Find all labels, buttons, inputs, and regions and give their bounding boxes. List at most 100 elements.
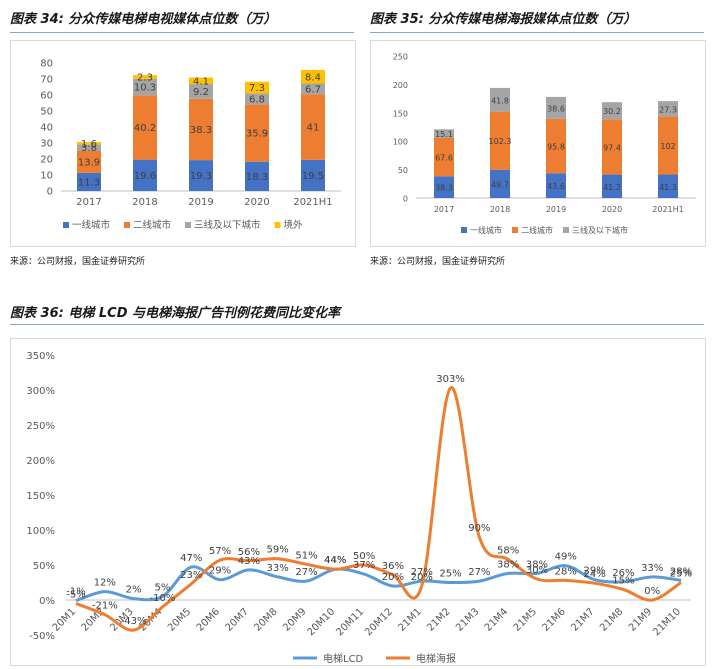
bar-value-label: 15.1: [435, 130, 453, 139]
chart-36-svg: -50% 0% 50% 100% 150% 200% 250% 300% 350% 20M1 20M…: [26, 351, 692, 665]
bar-segment: [658, 116, 678, 175]
data-label: 50%: [353, 551, 375, 562]
bar-segment: [490, 111, 510, 170]
legend-label: 二线城市: [521, 225, 553, 235]
x-tick-label: 21M8: [598, 606, 625, 633]
bar-value-label: 41.3: [659, 183, 677, 192]
bar-value-label: 41: [307, 123, 320, 134]
x-tick-label: 20M7: [224, 606, 251, 633]
bar-segment: [189, 98, 213, 161]
x-tick-label: 2021H1: [293, 197, 332, 208]
legend-label: 一线城市: [72, 219, 111, 231]
x-tick-label: 2020: [244, 197, 269, 208]
y-tick-label: 300%: [26, 386, 55, 397]
bar-value-label: 38.3: [435, 184, 453, 193]
y-tick-label: 200%: [26, 456, 55, 467]
data-label: 47%: [180, 553, 202, 564]
bar-segment: [189, 160, 213, 191]
x-tick-label: 20M11: [334, 606, 366, 638]
data-label: 51%: [295, 550, 317, 561]
bar-segment: [245, 93, 269, 105]
bar-value-label: 30.2: [603, 107, 621, 116]
figure-36-title: 图表 36: 电梯 LCD 与电梯海报广告刊例花费同比变化率: [10, 306, 341, 321]
bar-value-label: 19.6: [134, 171, 156, 182]
bar-segment: [245, 104, 269, 162]
bar-segment: [77, 150, 101, 173]
bar-segment: [77, 142, 101, 145]
bar-value-label: 102: [660, 142, 675, 151]
chart-35-svg: 0 50 100 150 200 250 2017 38.3 67.6 15.1 2018 49.7 1…: [393, 53, 696, 235]
x-tick-label: 20M8: [252, 606, 279, 633]
x-tick-label: 20M10: [306, 606, 338, 638]
x-tick-label: 21M7: [569, 606, 596, 633]
y-tick-label: 80: [40, 59, 53, 70]
legend-swatch: [124, 222, 130, 228]
bar-value-label: 49.7: [491, 180, 509, 189]
bar-value-label: 95.8: [547, 143, 565, 152]
bar-value-label: 67.6: [435, 154, 453, 163]
bar-value-label: 97.4: [603, 143, 621, 152]
x-tick-label: 20M9: [281, 606, 308, 633]
bar-segment: [133, 75, 157, 79]
data-label: -10%: [150, 593, 176, 604]
y-tick-label: 20: [40, 155, 53, 166]
data-label: 28%: [555, 566, 577, 577]
bar-segment: [301, 83, 325, 95]
figure-34-rule: [10, 32, 354, 33]
legend-label: 三线及以下城市: [572, 225, 628, 235]
data-label: 57%: [209, 546, 231, 557]
legend-swatch: [512, 227, 518, 233]
figure-34-panel: 0 10 20 30 40 50 60 70 80 2017 11.3 13.9 3.8 1.6 2018 1…: [10, 40, 356, 247]
data-label: 29%: [583, 566, 605, 577]
data-label: 44%: [324, 555, 346, 566]
data-label: 15%: [612, 576, 634, 587]
bar-segment: [602, 174, 622, 198]
figure-36-panel: -50% 0% 50% 100% 150% 200% 250% 300% 350% 20M1 20M…: [10, 338, 706, 666]
data-label: 33%: [267, 563, 289, 574]
data-label: 0%: [644, 586, 660, 597]
y-tick-label: 0: [47, 187, 53, 198]
data-label: 24%: [583, 569, 605, 580]
bar-value-label: 43.6: [547, 182, 565, 191]
x-tick-label: 2017: [434, 205, 454, 214]
bar-segment: [546, 96, 566, 119]
y-tick-label: 0: [403, 195, 408, 204]
bar-value-label: 102.3: [489, 137, 512, 146]
bar-segment: [434, 176, 454, 198]
x-tick-label: 21M5: [512, 606, 539, 633]
y-tick-label: 250%: [26, 421, 55, 432]
y-tick-label: 10: [40, 171, 53, 182]
x-tick-label: 20M6: [195, 606, 222, 633]
y-tick-label: 40: [40, 123, 53, 134]
legend-label: 电梯LCD: [323, 652, 364, 665]
x-tick-label: 2018: [132, 197, 157, 208]
bar-segment: [189, 77, 213, 85]
data-label: -1%: [66, 587, 85, 598]
data-label: 27%: [468, 567, 490, 578]
bar-segment: [77, 144, 101, 151]
legend-label: 一线城市: [470, 225, 502, 235]
data-label: 38%: [497, 559, 519, 570]
bar-segment: [546, 173, 566, 198]
y-tick-label: 250: [393, 53, 408, 62]
bar-value-label: 38.6: [547, 104, 565, 113]
bar-segment: [434, 129, 454, 138]
bar-segment: [546, 118, 566, 174]
chart-34-svg: 0 10 20 30 40 50 60 70 80 2017 11.3 13.9 3.81.6 2018 1…: [40, 59, 341, 231]
legend-swatch: [563, 227, 569, 233]
data-label: 5%: [154, 583, 170, 594]
bar-segment: [602, 102, 622, 120]
x-tick-label: 2019: [546, 205, 566, 214]
y-tick-label: 50%: [33, 561, 55, 572]
y-tick-label: 50: [398, 166, 408, 175]
bar-segment: [658, 101, 678, 117]
legend-label: 三线及以下城市: [194, 219, 261, 231]
data-label: -5%: [66, 590, 85, 601]
data-label: 23%: [180, 570, 202, 581]
legend-label: 电梯海报: [416, 652, 456, 665]
y-tick-label: 150%: [26, 491, 55, 502]
x-tick-label: 21M9: [627, 606, 654, 633]
y-tick-label: 50: [40, 107, 53, 118]
y-tick-label: 60: [40, 91, 53, 102]
bar-value-label: 10.3: [134, 83, 156, 94]
